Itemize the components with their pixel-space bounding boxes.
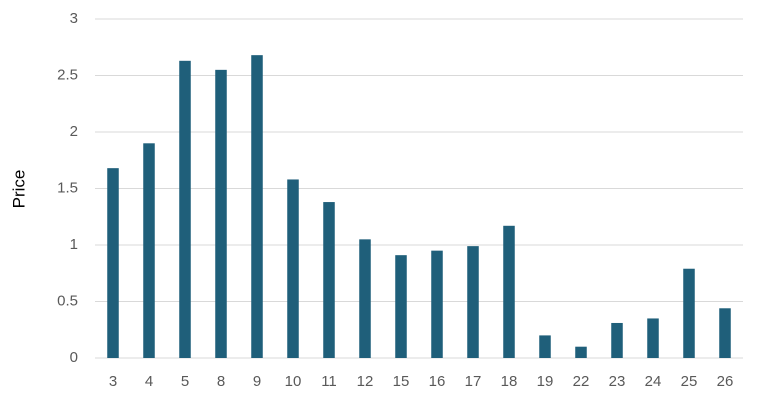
x-tick-label: 17 [465,373,482,390]
x-tick-label: 16 [429,373,446,390]
x-tick-label: 24 [645,373,662,390]
bar [215,69,227,358]
bar [323,202,335,358]
x-tick-label: 15 [393,373,410,390]
y-axis-title: Price [9,170,28,209]
bar [503,225,515,358]
y-tick-label: 2 [70,123,78,140]
bar [431,250,443,358]
y-tick-label: 2.5 [57,66,78,83]
x-tick-label: 12 [357,373,374,390]
x-tick-label: 19 [537,373,554,390]
x-tick-label: 11 [321,373,337,390]
y-tick-label: 3 [70,10,78,27]
bar [719,308,731,358]
x-tick-label: 9 [253,373,261,390]
x-tick-label: 23 [609,373,626,390]
x-tick-label: 8 [217,373,225,390]
y-tick-label: 1 [70,236,78,253]
bar [359,239,371,358]
y-tick-label: 0.5 [57,292,78,309]
x-tick-label: 5 [181,373,189,390]
bar [467,246,479,358]
bar [575,346,587,358]
x-tick-label: 22 [573,373,590,390]
x-tick-label: 26 [717,373,734,390]
bar [539,335,551,358]
bar [287,179,299,358]
bar [611,322,623,358]
y-tick-label: 0 [70,349,78,366]
x-tick-label: 4 [145,373,153,390]
bar [395,255,407,358]
y-tick-label: 1.5 [57,179,78,196]
bar [179,60,191,359]
bar [683,268,695,358]
x-tick-label: 25 [681,373,698,390]
x-tick-label: 18 [501,373,518,390]
x-tick-label: 10 [285,373,302,390]
x-tick-label: 3 [109,373,117,390]
bar [251,55,263,358]
bar [143,143,155,358]
bar [647,318,659,358]
bar [107,168,119,358]
